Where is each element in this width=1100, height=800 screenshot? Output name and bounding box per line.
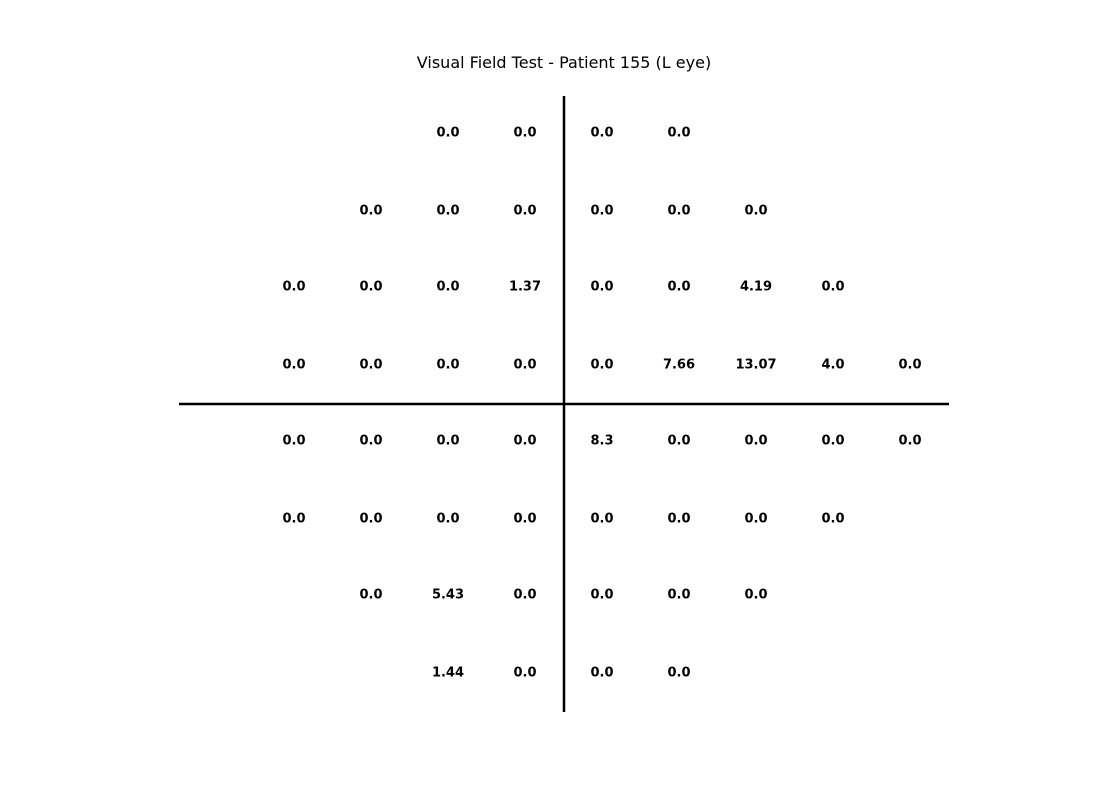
threshold-value: 4.0 xyxy=(821,358,844,373)
threshold-value: 0.0 xyxy=(282,280,305,295)
threshold-value: 0.0 xyxy=(821,434,844,449)
threshold-value: 0.0 xyxy=(436,280,459,295)
threshold-value: 0.0 xyxy=(513,588,536,603)
threshold-value: 0.0 xyxy=(436,512,459,527)
threshold-value: 0.0 xyxy=(513,512,536,527)
threshold-value: 0.0 xyxy=(667,204,690,219)
threshold-value: 0.0 xyxy=(282,434,305,449)
threshold-value: 0.0 xyxy=(744,434,767,449)
threshold-value: 0.0 xyxy=(667,588,690,603)
threshold-value: 0.0 xyxy=(667,666,690,681)
threshold-value: 0.0 xyxy=(590,588,613,603)
threshold-value: 0.0 xyxy=(744,588,767,603)
threshold-value: 0.0 xyxy=(513,358,536,373)
threshold-value: 0.0 xyxy=(513,204,536,219)
threshold-value: 7.66 xyxy=(663,358,695,373)
threshold-value: 0.0 xyxy=(590,358,613,373)
threshold-value: 0.0 xyxy=(282,512,305,527)
threshold-value: 13.07 xyxy=(735,358,776,373)
threshold-value: 0.0 xyxy=(821,280,844,295)
threshold-value: 0.0 xyxy=(359,588,382,603)
threshold-value: 0.0 xyxy=(744,512,767,527)
threshold-value: 0.0 xyxy=(590,204,613,219)
threshold-value: 0.0 xyxy=(436,126,459,141)
threshold-value: 8.3 xyxy=(590,434,613,449)
threshold-value: 4.19 xyxy=(740,280,772,295)
threshold-value: 0.0 xyxy=(744,204,767,219)
threshold-values: 0.0 0.0 0.0 0.0 0.0 0.0 0.0 0.0 0.0 0.0 0.0 0.0 0.0 1… xyxy=(282,126,921,681)
threshold-value: 0.0 xyxy=(667,512,690,527)
threshold-value: 0.0 xyxy=(282,358,305,373)
threshold-value: 0.0 xyxy=(667,126,690,141)
threshold-value: 0.0 xyxy=(590,280,613,295)
threshold-value: 0.0 xyxy=(436,358,459,373)
threshold-value: 0.0 xyxy=(513,434,536,449)
threshold-value: 0.0 xyxy=(590,126,613,141)
threshold-value: 0.0 xyxy=(667,280,690,295)
threshold-value: 0.0 xyxy=(359,434,382,449)
threshold-value: 0.0 xyxy=(359,280,382,295)
threshold-value: 0.0 xyxy=(898,434,921,449)
threshold-value: 0.0 xyxy=(359,204,382,219)
threshold-value: 0.0 xyxy=(436,204,459,219)
threshold-value: 0.0 xyxy=(359,358,382,373)
threshold-value: 0.0 xyxy=(590,512,613,527)
threshold-value: 0.0 xyxy=(513,126,536,141)
threshold-value: 0.0 xyxy=(898,358,921,373)
chart-title: Visual Field Test - Patient 155 (L eye) xyxy=(417,53,711,72)
threshold-value: 0.0 xyxy=(590,666,613,681)
threshold-value: 0.0 xyxy=(821,512,844,527)
threshold-value: 1.44 xyxy=(432,666,464,681)
threshold-value: 5.43 xyxy=(432,588,464,603)
threshold-value: 0.0 xyxy=(359,512,382,527)
threshold-value: 0.0 xyxy=(667,434,690,449)
threshold-value: 1.37 xyxy=(509,280,541,295)
threshold-value: 0.0 xyxy=(436,434,459,449)
threshold-value: 0.0 xyxy=(513,666,536,681)
